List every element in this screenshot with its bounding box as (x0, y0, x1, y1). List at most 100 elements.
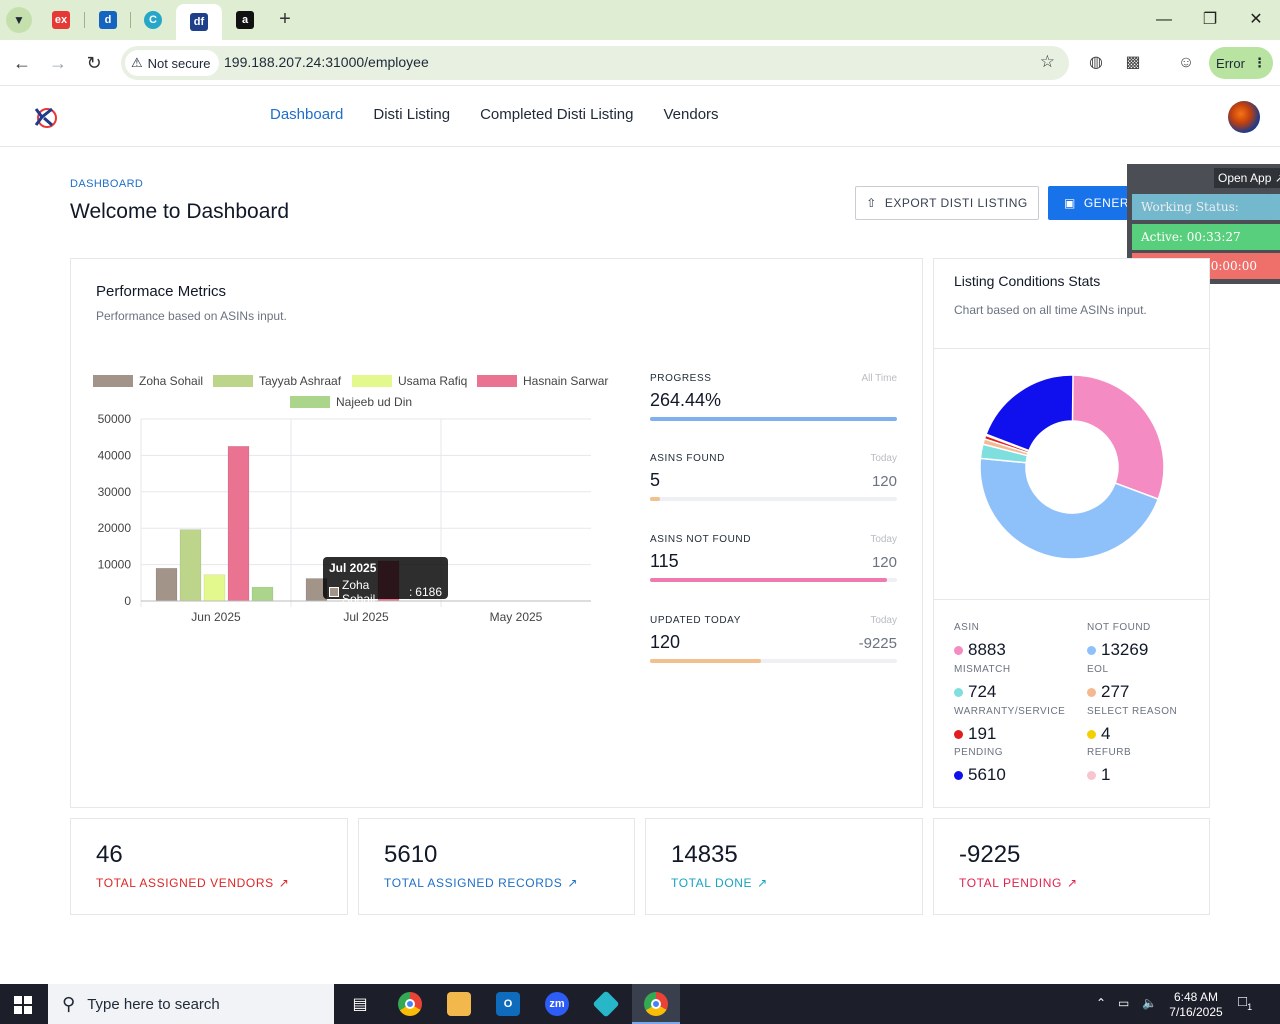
y-tick-label: 30000 (98, 485, 132, 499)
search-placeholder: Type here to search (87, 995, 220, 1013)
nav-disti-listing[interactable]: Disti Listing (373, 106, 451, 123)
browser-tab-5[interactable]: a (222, 4, 268, 36)
minimize-icon[interactable]: — (1156, 11, 1172, 28)
browser-tab-4-active[interactable]: df (176, 4, 222, 40)
profile-icon[interactable]: ☺ (1177, 54, 1195, 71)
profile-error-button[interactable]: Error ⋮ (1209, 47, 1273, 79)
nav-vendors[interactable]: Vendors (663, 106, 719, 123)
metric-tag: Today (870, 453, 897, 464)
legend-item-hasnain[interactable]: Hasnain Sarwar (477, 374, 608, 388)
open-app-link[interactable]: Open App ↗ (1214, 168, 1280, 188)
kpi-link[interactable]: TOTAL PENDING ↗ (959, 876, 1078, 890)
taskbar-clock[interactable]: 6:48 AM 7/16/2025 (1166, 990, 1226, 1020)
donut-slice[interactable] (979, 457, 1160, 560)
legend-item-zoha[interactable]: Zoha Sohail (93, 374, 203, 388)
stat-label-pending: PENDING (954, 747, 1004, 758)
close-window-icon[interactable]: ✕ (1249, 11, 1263, 28)
nav-dashboard[interactable]: Dashboard (270, 106, 344, 123)
browser-tab-1[interactable]: ex (38, 4, 84, 36)
y-tick-label: 50000 (98, 412, 132, 426)
outlook-icon[interactable]: O (496, 992, 520, 1016)
stat-select-reason: 4 (1087, 724, 1110, 744)
notification-count: 1 (1247, 1002, 1253, 1012)
bar (251, 586, 274, 602)
conditions-donut-chart (979, 374, 1165, 560)
user-avatar[interactable] (1228, 101, 1260, 133)
stat-value: 1 (1101, 765, 1111, 784)
page-title: Welcome to Dashboard (70, 200, 290, 223)
network-icon[interactable]: ▭ (1118, 996, 1130, 1010)
legend-item-usama[interactable]: Usama Rafiq (352, 374, 467, 388)
stat-refurb: 1 (1087, 765, 1110, 785)
time-tracker-overlay: Open App ↗ Working Status: Active Active… (1127, 164, 1280, 284)
metric-tag: Today (870, 534, 897, 545)
new-tab-plus-icon[interactable]: + (279, 8, 291, 30)
app-diamond-icon[interactable] (592, 990, 620, 1018)
tab-search-chevron-icon[interactable]: ▼ (6, 7, 32, 33)
url-text[interactable]: 199.188.207.24:31000/employee (224, 54, 429, 70)
stat-value: 5610 (968, 765, 1006, 784)
export-disti-listing-button[interactable]: ⇧ EXPORT DISTI LISTING (855, 186, 1039, 220)
legend-item-tayyab[interactable]: Tayyab Ashraaf (213, 374, 341, 388)
x-tick-label: May 2025 (490, 610, 543, 624)
tray-chevron-icon[interactable]: ⌃ (1096, 996, 1107, 1010)
donut-slice[interactable] (985, 374, 1074, 452)
donut-slice[interactable] (1071, 374, 1165, 501)
address-bar[interactable]: ⚠ Not secure 199.188.207.24:31000/employ… (121, 46, 1069, 80)
kpi-total-pending[interactable]: -9225 TOTAL PENDING ↗ (933, 818, 1210, 915)
metric-updated-today: UPDATED TODAY Today 120 -9225 (650, 615, 897, 663)
kpi-total-assigned-vendors[interactable]: 46 TOTAL ASSIGNED VENDORS ↗ (70, 818, 348, 915)
kpi-total-done[interactable]: 14835 TOTAL DONE ↗ (645, 818, 923, 915)
x-tick-label: Jun 2025 (191, 610, 241, 624)
kpi-total-assigned-records[interactable]: 5610 TOTAL ASSIGNED RECORDS ↗ (358, 818, 635, 915)
file-explorer-icon[interactable] (447, 992, 471, 1016)
metric-right: 120 (871, 554, 897, 571)
bookmark-star-icon[interactable]: ☆ (1039, 52, 1055, 71)
taskbar-search-box[interactable]: ⚲ Type here to search (48, 984, 334, 1024)
kpi-value: -9225 (959, 841, 1021, 868)
browser-tab-strip: ▼ ex d C df a + — ❐ ✕ (0, 0, 1280, 40)
windows-start-icon[interactable] (14, 996, 32, 1014)
task-view-icon[interactable]: ▤ (352, 996, 368, 1013)
chrome-icon[interactable] (398, 992, 422, 1016)
kpi-link[interactable]: TOTAL ASSIGNED VENDORS ↗ (96, 876, 289, 890)
browser-tab-3[interactable]: C (130, 4, 176, 36)
extensions-puzzle-icon[interactable]: ▩ (1125, 54, 1141, 71)
nav-completed-disti-listing[interactable]: Completed Disti Listing (480, 106, 634, 123)
legend-item-najeeb[interactable]: Najeeb ud Din (290, 395, 412, 409)
kpi-link[interactable]: TOTAL DONE ↗ (671, 876, 768, 890)
tooltip-series: Zoha Sohail (341, 578, 376, 606)
metric-progress-fill (650, 578, 888, 582)
metric-value: 5 (650, 470, 661, 490)
translate-globe-icon[interactable]: ◍ (1089, 54, 1103, 71)
zoom-icon[interactable]: zm (545, 992, 569, 1016)
reload-icon[interactable]: ↻ (86, 53, 102, 73)
volume-icon[interactable]: 🔈 (1142, 996, 1157, 1010)
company-logo-icon[interactable] (32, 103, 60, 131)
legend-swatch (213, 375, 253, 387)
y-tick-label: 10000 (98, 558, 132, 572)
browser-tab-2[interactable]: d (85, 4, 131, 36)
back-arrow-icon[interactable]: ← (13, 53, 31, 73)
legend-swatch (93, 375, 133, 387)
metric-value: 115 (650, 551, 679, 571)
bar (227, 446, 250, 602)
metric-progress-bar (650, 497, 897, 501)
dot-icon (1087, 770, 1096, 780)
kpi-link[interactable]: TOTAL ASSIGNED RECORDS ↗ (384, 876, 578, 890)
restore-icon[interactable]: ❐ (1202, 11, 1218, 28)
notifications-icon[interactable]: □1 (1238, 993, 1253, 1012)
security-chip[interactable]: ⚠ Not secure (125, 50, 219, 76)
stat-eol: 277 (1087, 682, 1129, 702)
search-icon: ⚲ (62, 993, 76, 1014)
df-favicon-icon: df (190, 13, 208, 31)
metric-value: 120 (650, 632, 681, 652)
divider (934, 348, 1209, 349)
tab-separator (84, 12, 85, 28)
metric-asins-not-found: ASINS NOT FOUND Today 115 120 (650, 534, 897, 582)
stat-asin: 8883 (954, 640, 1006, 660)
active-chrome-taskbar-button[interactable] (632, 984, 680, 1024)
stat-value: 8883 (968, 640, 1006, 659)
kpi-label: TOTAL PENDING (959, 876, 1062, 890)
forward-arrow-icon[interactable]: → (49, 53, 67, 73)
